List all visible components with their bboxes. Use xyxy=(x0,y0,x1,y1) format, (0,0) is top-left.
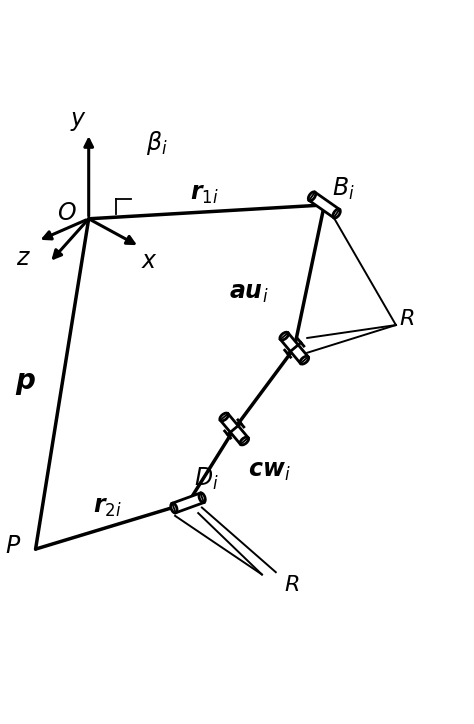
Ellipse shape xyxy=(240,437,248,445)
Polygon shape xyxy=(172,493,204,513)
Text: $R$: $R$ xyxy=(399,308,415,330)
Text: $P$: $P$ xyxy=(5,535,21,558)
Text: $\boldsymbol{p}$: $\boldsymbol{p}$ xyxy=(15,371,36,397)
Ellipse shape xyxy=(280,332,289,340)
Text: $\beta_i$: $\beta_i$ xyxy=(146,129,168,156)
Polygon shape xyxy=(220,413,248,445)
Text: $\boldsymbol{r}_{2i}$: $\boldsymbol{r}_{2i}$ xyxy=(93,494,122,518)
Ellipse shape xyxy=(220,413,228,421)
Text: $\boldsymbol{r}_{1i}$: $\boldsymbol{r}_{1i}$ xyxy=(190,182,219,206)
Text: $y$: $y$ xyxy=(70,110,87,133)
Text: $B_i$: $B_i$ xyxy=(332,176,355,202)
Text: $R$: $R$ xyxy=(284,573,300,596)
Ellipse shape xyxy=(199,493,205,502)
Text: $z$: $z$ xyxy=(16,247,30,269)
Ellipse shape xyxy=(171,503,177,513)
Text: $\boldsymbol{au}_i$: $\boldsymbol{au}_i$ xyxy=(229,281,269,305)
Ellipse shape xyxy=(308,192,316,201)
Ellipse shape xyxy=(333,209,340,218)
Polygon shape xyxy=(309,192,339,218)
Text: $\boldsymbol{cw}_i$: $\boldsymbol{cw}_i$ xyxy=(247,458,290,483)
Text: $D_i$: $D_i$ xyxy=(194,466,219,492)
Ellipse shape xyxy=(300,356,309,364)
Text: $O$: $O$ xyxy=(57,202,77,224)
Polygon shape xyxy=(280,333,308,363)
Text: $x$: $x$ xyxy=(141,250,158,273)
